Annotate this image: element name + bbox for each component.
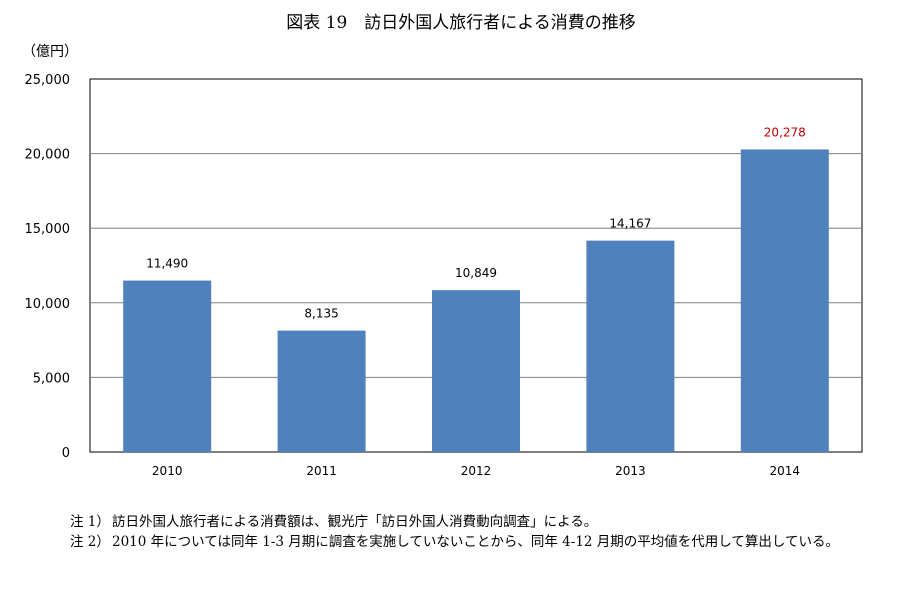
note-2: 注 2） 2010 年については同年 1-3 月期に調査を実施していないことから… <box>70 532 910 552</box>
bar <box>431 290 521 452</box>
y-tick-label: 25,000 <box>25 73 71 88</box>
x-tick-label: 2013 <box>615 464 646 478</box>
note-1: 注 1） 訪日外国人旅行者による消費額は、観光庁「訪日外国人消費動向調査」による… <box>70 512 910 532</box>
y-tick-label: 20,000 <box>25 148 71 163</box>
note-2-label: 注 2） <box>70 534 110 550</box>
bar <box>277 330 366 452</box>
x-tick-label: 2012 <box>461 464 492 478</box>
x-tick-label: 2011 <box>306 464 337 478</box>
data-label: 10,849 <box>455 266 497 280</box>
x-tick-label: 2010 <box>152 464 183 478</box>
notes: 注 1） 訪日外国人旅行者による消費額は、観光庁「訪日外国人消費動向調査」による… <box>70 512 910 552</box>
data-label: 11,490 <box>146 257 188 271</box>
x-tick-label: 2014 <box>770 464 801 478</box>
bar <box>586 240 675 452</box>
data-label: 14,167 <box>609 217 651 231</box>
note-1-text: 訪日外国人旅行者による消費額は、観光庁「訪日外国人消費動向調査」による。 <box>112 514 598 530</box>
bar-chart: 0 5,000 10,000 15,000 20,000 25,000 11,490 2010… <box>25 73 863 478</box>
note-2-text: 2010 年については同年 1-3 月期に調査を実施していないことから、同年 4… <box>112 534 839 550</box>
y-tick-label: 0 <box>62 446 70 461</box>
bar <box>740 149 829 452</box>
chart-title: 図表 19 訪日外国人旅行者による消費の推移 <box>286 13 636 33</box>
note-1-label: 注 1） <box>70 514 110 530</box>
data-label: 20,278 <box>764 125 806 139</box>
y-tick-label: 10,000 <box>25 297 71 312</box>
bar <box>123 280 212 452</box>
y-tick-label: 5,000 <box>33 371 70 386</box>
data-label: 8,135 <box>304 307 338 321</box>
y-tick-label: 15,000 <box>25 222 71 237</box>
y-axis-unit-label: （億円） <box>22 44 78 60</box>
